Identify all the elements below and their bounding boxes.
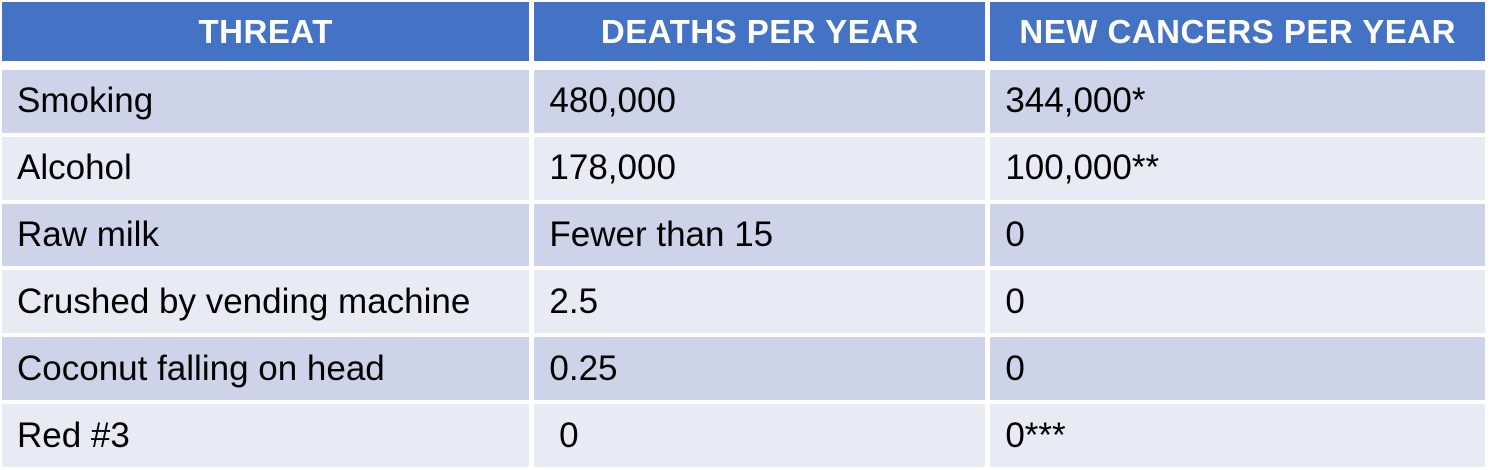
- cell-threat: Raw milk: [2, 203, 530, 267]
- header-cell-deaths-per-year: DEATHS PER YEAR: [534, 2, 986, 66]
- cell-new-cancers-per-year: 0: [990, 270, 1485, 334]
- cell-threat: Smoking: [2, 70, 530, 133]
- cell-deaths-per-year: 2.5: [534, 270, 986, 334]
- cell-threat: Crushed by vending machine: [2, 270, 530, 334]
- cell-deaths-per-year: Fewer than 15: [534, 203, 986, 267]
- cell-deaths-per-year: 480,000: [534, 70, 986, 133]
- cell-new-cancers-per-year: 100,000**: [990, 136, 1485, 200]
- cell-deaths-per-year: 0.25: [534, 337, 986, 401]
- cell-new-cancers-per-year: 0***: [990, 404, 1485, 467]
- cell-deaths-per-year: 178,000: [534, 136, 986, 200]
- cell-new-cancers-per-year: 344,000*: [990, 70, 1485, 133]
- cell-threat: Red #3: [2, 404, 530, 467]
- cell-new-cancers-per-year: 0: [990, 203, 1485, 267]
- header-cell-new-cancers-per-year: NEW CANCERS PER YEAR: [990, 2, 1485, 66]
- cell-new-cancers-per-year: 0: [990, 337, 1485, 401]
- header-cell-threat: THREAT: [2, 2, 530, 66]
- cell-threat: Coconut falling on head: [2, 337, 530, 401]
- cell-deaths-per-year: 0: [534, 404, 986, 467]
- cell-threat: Alcohol: [2, 136, 530, 200]
